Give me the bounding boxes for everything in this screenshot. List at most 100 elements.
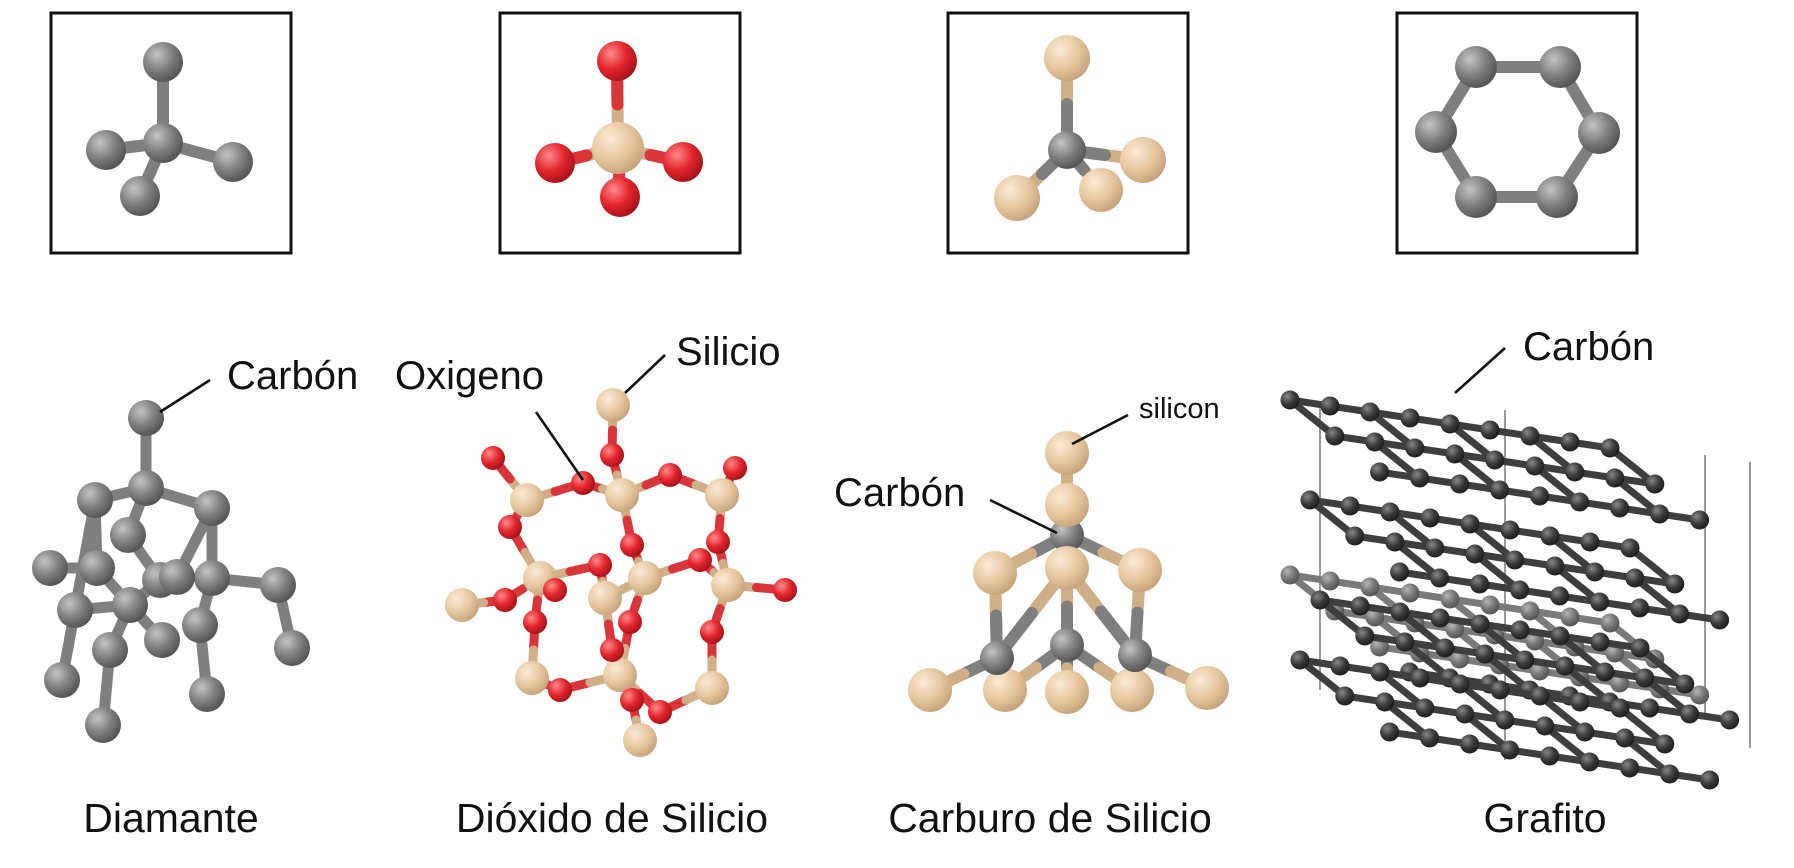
carbon-atom [189, 676, 225, 712]
carbon-atom [1048, 131, 1086, 169]
carbon-atom [1050, 518, 1084, 552]
bond [1366, 408, 1419, 452]
oxygen-atom [597, 41, 637, 81]
bond [1611, 474, 1664, 518]
unit-frame [946, 11, 1190, 255]
carbon-atom [1535, 716, 1555, 736]
carbon-atom [260, 567, 296, 603]
carbon-atom [1445, 444, 1465, 464]
oxygen-atom [600, 638, 624, 662]
oxygen-atom [588, 553, 612, 577]
title-silicon-dioxide: Dióxido de Silicio [456, 795, 768, 841]
carbon-atom [1405, 438, 1425, 458]
bond [1451, 450, 1504, 494]
silicon-dioxide-lattice [445, 388, 797, 757]
carbon-atom [1585, 562, 1605, 582]
carbon-atom [1545, 556, 1565, 576]
oxygen-atom [773, 578, 797, 602]
carbon-atom [1710, 610, 1730, 630]
oxygen-atom [663, 142, 703, 182]
carbon-atom [57, 592, 93, 628]
carbon-atom [92, 632, 128, 668]
bond [1376, 668, 1429, 712]
carbon-atom [1645, 474, 1665, 494]
carbon-atom [144, 622, 180, 658]
carbon-atom [1118, 638, 1152, 672]
label-sic-carbon: Carbón [834, 471, 965, 515]
silicon-atom [628, 561, 662, 595]
silicon-atom [1079, 168, 1123, 212]
carbon-atom [1310, 590, 1330, 610]
silicon-atom [588, 581, 622, 615]
carbon-atom [194, 490, 230, 526]
bond [1621, 734, 1674, 778]
silicon-atom [596, 388, 630, 422]
carbon-atom [128, 470, 164, 506]
unit-cell-box-diamond [49, 11, 293, 255]
carbon-atom [1680, 704, 1700, 724]
carbon-atom [1330, 656, 1350, 676]
carbon-atom [1540, 526, 1560, 546]
carbon-atom [1455, 46, 1497, 88]
bond [1381, 698, 1434, 742]
carbon-atom [1620, 538, 1640, 558]
carbon-atom [1560, 607, 1580, 627]
label-sio2-oxygen: Oxigeno [395, 354, 544, 398]
carbon-atom [1470, 614, 1490, 634]
unit-cell-box-graphite [1395, 11, 1639, 255]
silicon-atom [445, 588, 479, 622]
silicon-atom [510, 483, 544, 517]
bond [1531, 462, 1584, 506]
oxygen-atom [648, 700, 672, 724]
bond [1306, 496, 1359, 540]
carbon-atom [143, 123, 183, 163]
carbon-atom [1400, 583, 1420, 603]
carbon-atom [110, 517, 146, 553]
carbon-atom [1370, 662, 1390, 682]
oxygen-atom [723, 456, 747, 480]
carbon-atom [1385, 532, 1405, 552]
carbon-atom [1650, 504, 1670, 524]
carbon-atom [1690, 510, 1710, 530]
silicon-atom [1045, 670, 1089, 714]
carbon-atom [182, 607, 218, 643]
silicon-atom [695, 671, 729, 705]
carbon-atom [1560, 432, 1580, 452]
carbon-atom [79, 550, 115, 586]
leader-sio2-silicon [624, 354, 666, 394]
bond [1606, 444, 1659, 488]
silicon-atom [1044, 35, 1090, 81]
carbon-atom [1410, 468, 1430, 488]
carbon-atom [1280, 390, 1300, 410]
oxygen-atom [543, 578, 567, 602]
silicon-atom [1185, 666, 1229, 710]
silicon-atom [1045, 546, 1089, 590]
silicon-atom [605, 478, 639, 512]
carbon-atom [1050, 628, 1084, 662]
carbon-atom [1365, 432, 1385, 452]
carbon-atom [1480, 420, 1500, 440]
label-graphite-carbon: Carbón [1523, 325, 1654, 369]
bond [1401, 638, 1454, 682]
carbon-atom [1475, 644, 1495, 664]
silicon-atom [973, 551, 1017, 595]
title-diamond: Diamante [83, 795, 258, 841]
carbon-atom [1420, 508, 1440, 528]
carbon-atom [1440, 414, 1460, 434]
bond [1546, 532, 1599, 576]
oxygen-atom [688, 548, 712, 572]
oxygen-atom [658, 463, 682, 487]
carbon-atom [1450, 474, 1470, 494]
bond [1466, 520, 1519, 564]
carbon-atom [1415, 111, 1457, 153]
carbon-atom [1355, 626, 1375, 646]
carbon-atom [1345, 526, 1365, 546]
silicon-atom [623, 723, 657, 757]
silicon-atom [983, 668, 1027, 712]
carbon-atom [1670, 604, 1690, 624]
carbon-atom [1320, 571, 1340, 591]
carbon-atom [1485, 450, 1505, 470]
carbon-atom [1460, 734, 1480, 754]
carbon-atom [77, 482, 113, 518]
title-silicon-carbide: Carburo de Silicio [888, 795, 1212, 841]
